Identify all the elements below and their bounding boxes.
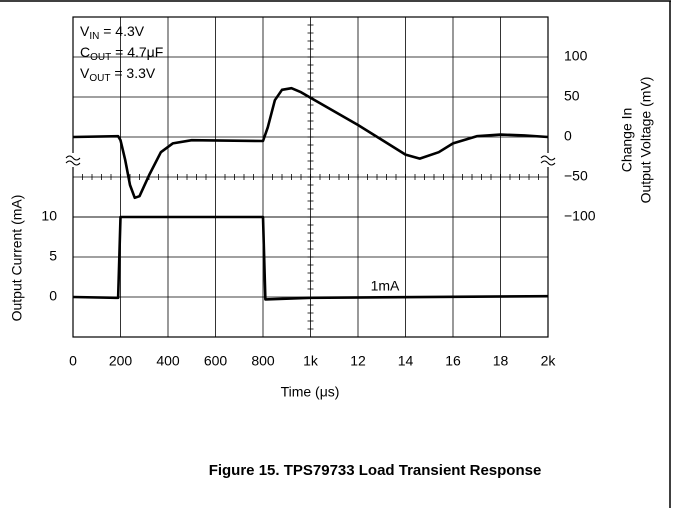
x-tick-label: 14	[398, 353, 414, 369]
annotation: VIN = 4.3V	[80, 23, 145, 42]
axis-break-right	[540, 153, 556, 167]
y-tick-label: 10	[41, 208, 57, 224]
x-tick-label: 800	[251, 353, 275, 369]
x-tick-label: 2k	[541, 353, 557, 369]
annotation-part: IN	[89, 31, 99, 42]
trace-line	[72, 86, 549, 200]
trace-line	[72, 215, 549, 301]
x-tick-label: 400	[156, 353, 180, 369]
axis-break-left	[65, 153, 81, 167]
y2-tick-label: −50	[564, 168, 588, 184]
annotation-part: = 4.7μF	[111, 44, 163, 60]
x-tick-label: 16	[445, 353, 461, 369]
figure-caption: Figure 15. TPS79733 Load Transient Respo…	[209, 462, 542, 479]
y2-tick-label: 0	[564, 128, 572, 144]
x-tick-label: 12	[350, 353, 366, 369]
y2-axis-label: Output Voltage (mV)	[638, 77, 654, 204]
y-tick-label: 5	[49, 248, 57, 264]
x-tick-label: 1k	[303, 353, 319, 369]
annotation-part: = 4.3V	[99, 23, 144, 39]
x-tick-label: 200	[109, 353, 133, 369]
x-tick-label: 0	[69, 353, 77, 369]
y2-tick-label: −100	[564, 208, 596, 224]
annotation-part: OUT	[90, 52, 111, 63]
annotation-part: C	[80, 44, 90, 60]
y-axis-label: Output Current (mA)	[9, 195, 25, 322]
x-axis-label: Time (μs)	[281, 384, 340, 400]
trace-label: 1mA	[371, 278, 400, 294]
y-tick-label: 0	[49, 288, 57, 304]
y2-tick-label: 100	[564, 48, 588, 64]
annotation-part: = 3.3V	[110, 65, 155, 81]
x-tick-label: 18	[493, 353, 509, 369]
y2-axis-label: Change In	[619, 108, 635, 173]
plot-frame	[72, 16, 549, 338]
annotation: VOUT = 3.3V	[80, 65, 156, 84]
annotation-part: V	[80, 23, 90, 39]
annotation: COUT = 4.7μF	[80, 44, 163, 63]
x-tick-label: 600	[204, 353, 228, 369]
y2-tick-label: 50	[564, 88, 580, 104]
annotation-part: V	[80, 65, 90, 81]
annotation-part: OUT	[89, 73, 110, 84]
